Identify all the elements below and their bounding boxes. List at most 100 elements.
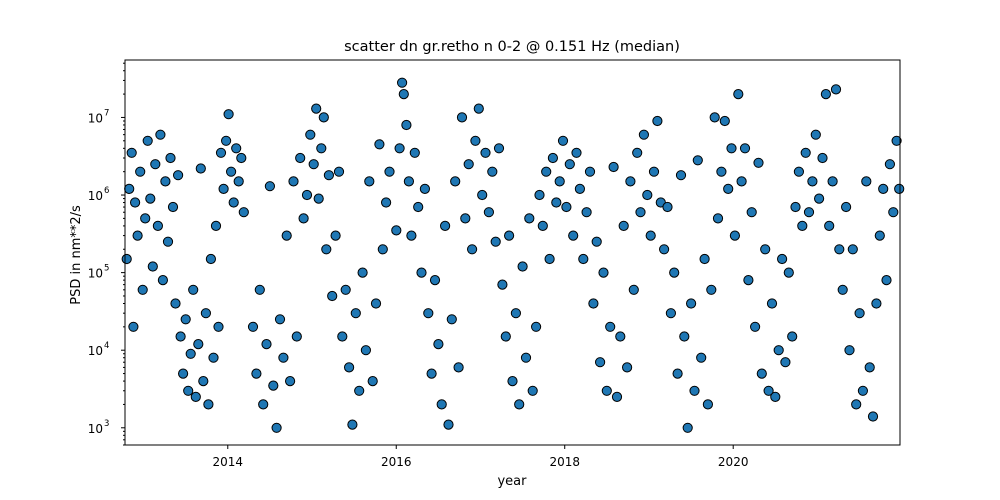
data-point [155,129,166,140]
data-point [588,298,599,309]
data-point [830,84,842,95]
plot-frame [124,59,901,446]
data-point [367,376,378,387]
data-point [686,298,697,309]
data-point [285,376,296,387]
data-point [357,267,368,278]
data-point [702,399,714,410]
data-point [288,176,299,187]
data-point [884,159,896,170]
data-point [327,290,338,302]
data-point [571,147,582,158]
data-point [793,166,805,177]
data-point [874,230,885,241]
data-point [541,166,552,177]
data-point [128,321,139,332]
data-point [360,345,371,356]
data-point [370,298,382,309]
data-point [160,176,171,187]
data-point [531,321,542,332]
data-point [857,385,869,396]
data-point [137,284,148,295]
data-point [514,399,525,410]
data-point [716,166,727,177]
data-point [473,103,484,114]
data-point [330,230,341,241]
data-point [281,230,292,241]
data-point [203,399,214,410]
data-point [254,284,265,295]
data-point [878,183,889,194]
data-point [891,135,902,146]
data-point [803,207,815,218]
data-point [504,230,515,241]
data-point [403,176,414,187]
data-point [188,284,199,295]
y-tick-label: 10 [88,422,103,436]
data-point [423,308,434,319]
y-tick-label: 10 [88,189,103,203]
data-point [692,155,703,166]
data-point [185,348,196,359]
data-point [463,159,474,170]
data-point [374,139,385,150]
data-point [568,230,579,241]
data-point [719,115,730,127]
data-point [638,129,650,140]
data-point [534,189,545,201]
data-point [810,129,821,140]
data-point [261,339,272,350]
data-point [841,201,852,213]
data-point [416,267,427,278]
data-point [783,267,794,278]
data-point [750,321,761,332]
data-point [500,331,511,342]
data-point [753,157,764,168]
data-point [854,308,865,319]
data-point [347,419,358,430]
data-point [709,112,720,123]
data-point [140,213,151,224]
data-points [121,77,905,433]
data-point [406,230,417,241]
data-point [736,176,747,187]
y-tick-exponent: 3 [104,419,109,429]
data-point [682,422,693,433]
y-tick-label: 10 [88,344,103,358]
data-point [834,244,845,255]
data-point [210,220,222,231]
data-point [851,399,862,410]
data-point [510,308,522,319]
data-point [699,253,710,265]
data-point [453,362,464,373]
data-point [215,147,227,158]
data-point [847,244,858,255]
data-point [311,103,322,114]
data-point [446,314,457,325]
data-point [611,391,623,402]
data-point [824,220,835,231]
data-point [787,331,798,342]
data-point [814,193,825,204]
data-point [520,352,532,363]
data-point [147,261,158,272]
data-point [167,201,179,213]
data-point [790,201,801,213]
x-axis-label: year [497,474,527,489]
data-point [226,166,237,177]
data-point [712,213,724,224]
data-point [746,207,757,218]
data-point [628,284,639,295]
data-point [316,143,327,154]
data-point [564,159,575,170]
data-point [377,244,388,255]
data-point [861,176,872,187]
data-point [278,352,289,363]
y-tick-exponent: 4 [104,341,109,351]
data-point [337,331,348,342]
data-point [450,176,461,187]
data-point [223,109,234,120]
data-point [354,385,365,396]
data-point [124,183,135,194]
